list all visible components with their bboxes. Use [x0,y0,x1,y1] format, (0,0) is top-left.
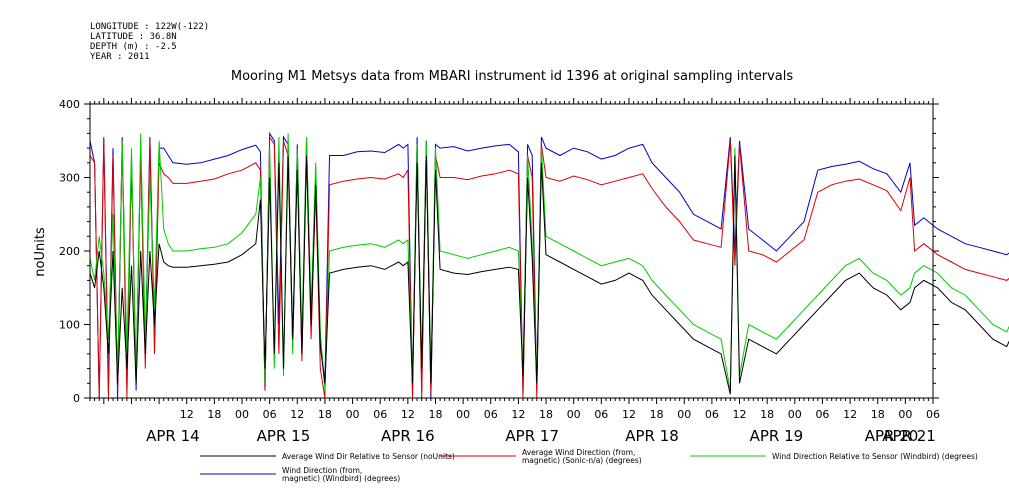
y-tick-label: 300 [59,172,80,185]
x-hour-tick-label: 00 [677,408,691,421]
depth-label: DEPTH (m) : -2.5 [90,42,177,52]
x-hour-tick-label: 12 [511,408,525,421]
y-axis-label: noUnits [33,227,48,277]
x-hour-tick-label: 00 [788,408,802,421]
x-hour-tick-label: 06 [705,408,719,421]
y-tick-label: 0 [73,392,80,405]
x-hour-tick-label: 06 [594,408,608,421]
x-date-label: APR 21 [882,427,936,445]
mooring-metadata: LONGITUDE : 122W(-122) LATITUDE : 36.8N … [90,22,209,62]
x-hour-tick-label: 18 [318,408,332,421]
legend: Average Wind Dir Relative to Sensor (noU… [200,448,978,483]
x-date-label: APR 18 [625,427,679,445]
x-hour-tick-label: 06 [484,408,498,421]
longitude-label: LONGITUDE : 122W(-122) [90,22,210,32]
x-date-label: APR 17 [505,427,559,445]
x-date-label: APR 15 [257,427,311,445]
x-hour-tick-label: 00 [235,408,249,421]
y-tick-label: 200 [59,245,80,258]
legend-label: Average Wind Dir Relative to Sensor (noU… [282,452,455,461]
series-line-1 [89,131,1009,399]
x-hour-tick-label: 06 [926,408,940,421]
legend-label: magnetic) (Sonic-n/a) (degrees) [522,456,642,465]
series-line-3 [89,133,1009,391]
x-hour-tick-label: 00 [567,408,581,421]
x-hour-tick-label: 06 [373,408,387,421]
x-date-label: APR 16 [381,427,435,445]
x-hour-tick-label: 12 [180,408,194,421]
x-hour-tick-label: 18 [207,408,221,421]
x-hour-tick-label: 06 [815,408,829,421]
x-hour-tick-label: 18 [428,408,442,421]
axes: 0 100 200 300 400 12 18 00 06 12 18 00 06 12 18 00 06 12 1… [59,98,940,445]
x-hour-tick-label: 12 [843,408,857,421]
x-hour-tick-label: 18 [539,408,553,421]
x-hour-tick-label: 12 [622,408,636,421]
x-hour-tick-label: 18 [650,408,664,421]
x-hour-tick-label: 18 [871,408,885,421]
x-hour-tick-label: 06 [263,408,277,421]
legend-label: Wind Direction Relative to Sensor (Windb… [772,452,978,461]
y-tick-label: 400 [59,98,80,111]
year-label: YEAR : 2011 [90,52,150,62]
plot-area [89,131,1009,399]
x-hour-tick-label: 00 [346,408,360,421]
x-hour-tick-label: 00 [456,408,470,421]
series-line-4 [89,155,1009,395]
x-hour-tick-label: 00 [898,408,912,421]
chart-title: Mooring M1 Metsys data from MBARI instru… [231,69,793,84]
x-date-label: APR 19 [750,427,804,445]
x-hour-tick-label: 18 [760,408,774,421]
y-tick-label: 100 [59,319,80,332]
x-date-label: APR 14 [146,427,200,445]
legend-label: magnetic) (Windbird) (degrees) [282,474,400,483]
x-hour-tick-label: 12 [733,408,747,421]
x-hour-tick-label: 12 [290,408,304,421]
x-date-label: APR 20 [865,427,919,445]
x-hour-tick-label: 12 [401,408,415,421]
plot-frame [89,103,934,399]
legend-label: Wind Direction (from, [282,466,362,475]
series-line-2 [89,135,1009,399]
legend-label: Average Wind Direction (from, [522,448,635,457]
latitude-label: LATITUDE : 36.8N [90,32,177,42]
